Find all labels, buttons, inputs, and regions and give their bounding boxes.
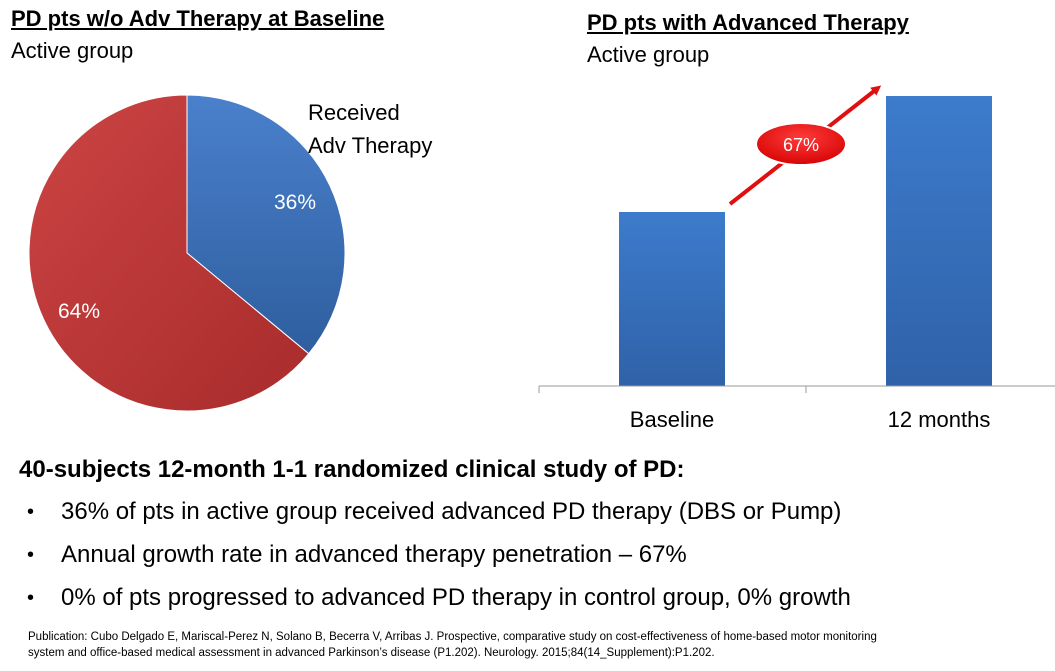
pie-data-label-64: 64% xyxy=(58,300,100,323)
summary-bullet-3: 0% of pts progressed to advanced PD ther… xyxy=(19,582,851,625)
bar-subtitle: Active group xyxy=(587,42,710,67)
pie-chart: 36% 64% xyxy=(28,94,346,412)
summary-bullet-1: 36% of pts in active group received adva… xyxy=(19,496,851,539)
summary-heading: 40-subjects 12-month 1-1 randomized clin… xyxy=(19,456,685,483)
x-tick-label-baseline: Baseline xyxy=(630,407,714,432)
x-tick-label-12-months: 12 months xyxy=(888,407,991,432)
citation: Publication: Cubo Delgado E, Mariscal-Pe… xyxy=(28,629,1055,661)
pie-title: PD pts w/o Adv Therapy at Baseline xyxy=(11,6,385,31)
citation-line-1: Publication: Cubo Delgado E, Mariscal-Pe… xyxy=(28,631,877,643)
summary-bullets: 36% of pts in active group received adva… xyxy=(19,496,851,625)
bar-title: PD pts with Advanced Therapy xyxy=(587,10,909,35)
pie-label-received-line2: Adv Therapy xyxy=(308,133,432,158)
pie-label-received-line1: Received xyxy=(308,100,400,125)
bar-12-months xyxy=(886,96,992,386)
bar-chart: Baseline 12 months 67% xyxy=(538,85,1055,432)
citation-line-2: system and office-based medical assessme… xyxy=(28,647,715,659)
growth-badge-label: 67% xyxy=(783,135,819,155)
summary-bullet-2: Annual growth rate in advanced therapy p… xyxy=(19,539,851,582)
bar-baseline xyxy=(619,212,725,386)
pie-slice-received-adv-therapy xyxy=(186,94,346,355)
pie-slice-no-adv-therapy xyxy=(28,94,310,412)
pie-subtitle: Active group xyxy=(11,38,134,63)
growth-badge xyxy=(755,122,847,166)
pie-data-label-36: 36% xyxy=(274,191,316,214)
